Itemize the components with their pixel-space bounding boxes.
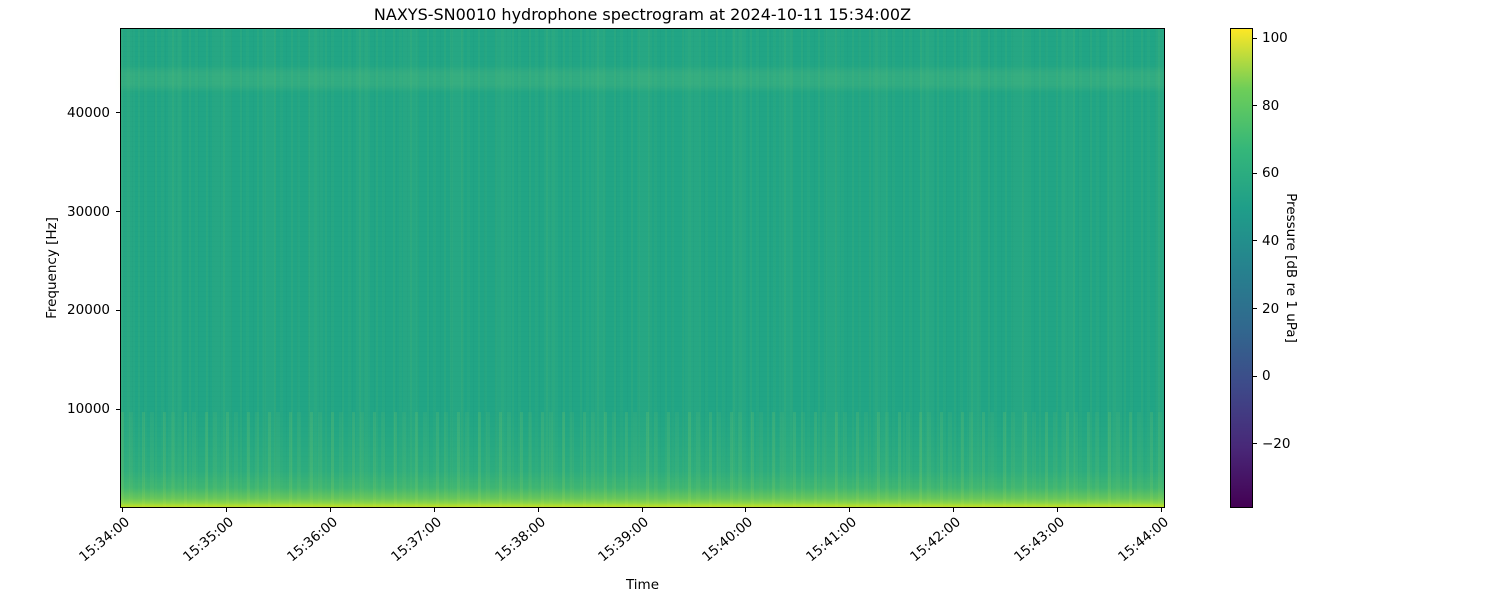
x-tick-mark (745, 508, 747, 512)
x-tick-mark (433, 508, 435, 512)
colorbar-tick-mark (1253, 172, 1257, 174)
y-tick-mark (116, 309, 120, 311)
x-tick-mark (329, 508, 331, 512)
colorbar-tick-label: 0 (1262, 368, 1271, 385)
x-tick-label: 15:43:00 (1011, 514, 1068, 566)
colorbar-tick-label: −20 (1262, 435, 1291, 452)
chart-title: NAXYS-SN0010 hydrophone spectrogram at 2… (373, 5, 912, 24)
x-tick-label: 15:38:00 (491, 514, 549, 566)
x-tick-label: 15:40:00 (699, 514, 757, 566)
y-tick-label: 20000 (67, 302, 110, 319)
x-tick-label: 15:42:00 (907, 514, 965, 566)
y-tick-label: 40000 (67, 104, 110, 121)
x-tick-mark (641, 508, 643, 512)
x-tick-label: 15:39:00 (595, 514, 653, 566)
x-tick-label: 15:34:00 (76, 514, 133, 566)
colorbar-tick-label: 100 (1262, 30, 1288, 47)
y-tick-mark (116, 408, 120, 410)
colorbar-tick-label: 20 (1262, 300, 1280, 317)
colorbar-tick-label: 60 (1262, 165, 1280, 182)
colorbar-tick-mark (1253, 105, 1257, 107)
colorbar-label: Pressure [dB re 1 uPa] (1283, 193, 1299, 343)
x-tick-label: 15:37:00 (387, 514, 445, 566)
x-tick-mark (1057, 508, 1059, 512)
y-tick-label: 10000 (67, 401, 110, 418)
colorbar-tick-mark (1253, 375, 1257, 377)
colorbar-tick-mark (1253, 308, 1257, 310)
colorbar-tick-label: 80 (1262, 97, 1280, 114)
colorbar-ticks: 100 80 60 40 20 0 −20 (1253, 28, 1323, 508)
y-tick-mark (116, 112, 120, 114)
x-tick-mark (122, 508, 124, 512)
x-tick-mark (953, 508, 955, 512)
x-tick-mark (1161, 508, 1163, 512)
x-tick-mark (537, 508, 539, 512)
x-tick-mark (225, 508, 227, 512)
y-tick-label: 30000 (67, 203, 110, 220)
x-axis-label: Time (625, 577, 660, 593)
low-band-striations (121, 412, 1164, 507)
x-tick-label: 15:41:00 (803, 514, 861, 566)
heatmap-plot-area (120, 28, 1165, 508)
y-tick-mark (116, 211, 120, 213)
colorbar (1230, 28, 1253, 508)
x-tick-label: 15:35:00 (180, 514, 237, 566)
colorbar-tick-label: 40 (1262, 232, 1280, 249)
colorbar-tick-mark (1253, 240, 1257, 242)
x-axis-ticks: 15:34:00 15:35:00 15:36:00 15:37:00 15:38:00… (76, 508, 1172, 593)
faint-high-frequency-band (121, 69, 1164, 89)
colorbar-tick-mark (1253, 37, 1257, 39)
x-tick-mark (849, 508, 851, 512)
y-axis-ticks: 10000 20000 30000 40000 (0, 28, 120, 508)
x-tick-label: 15:44:00 (1115, 514, 1172, 566)
low-frequency-energy-band (121, 412, 1164, 507)
x-tick-label: 15:36:00 (283, 514, 341, 566)
colorbar-tick-mark (1253, 443, 1257, 445)
